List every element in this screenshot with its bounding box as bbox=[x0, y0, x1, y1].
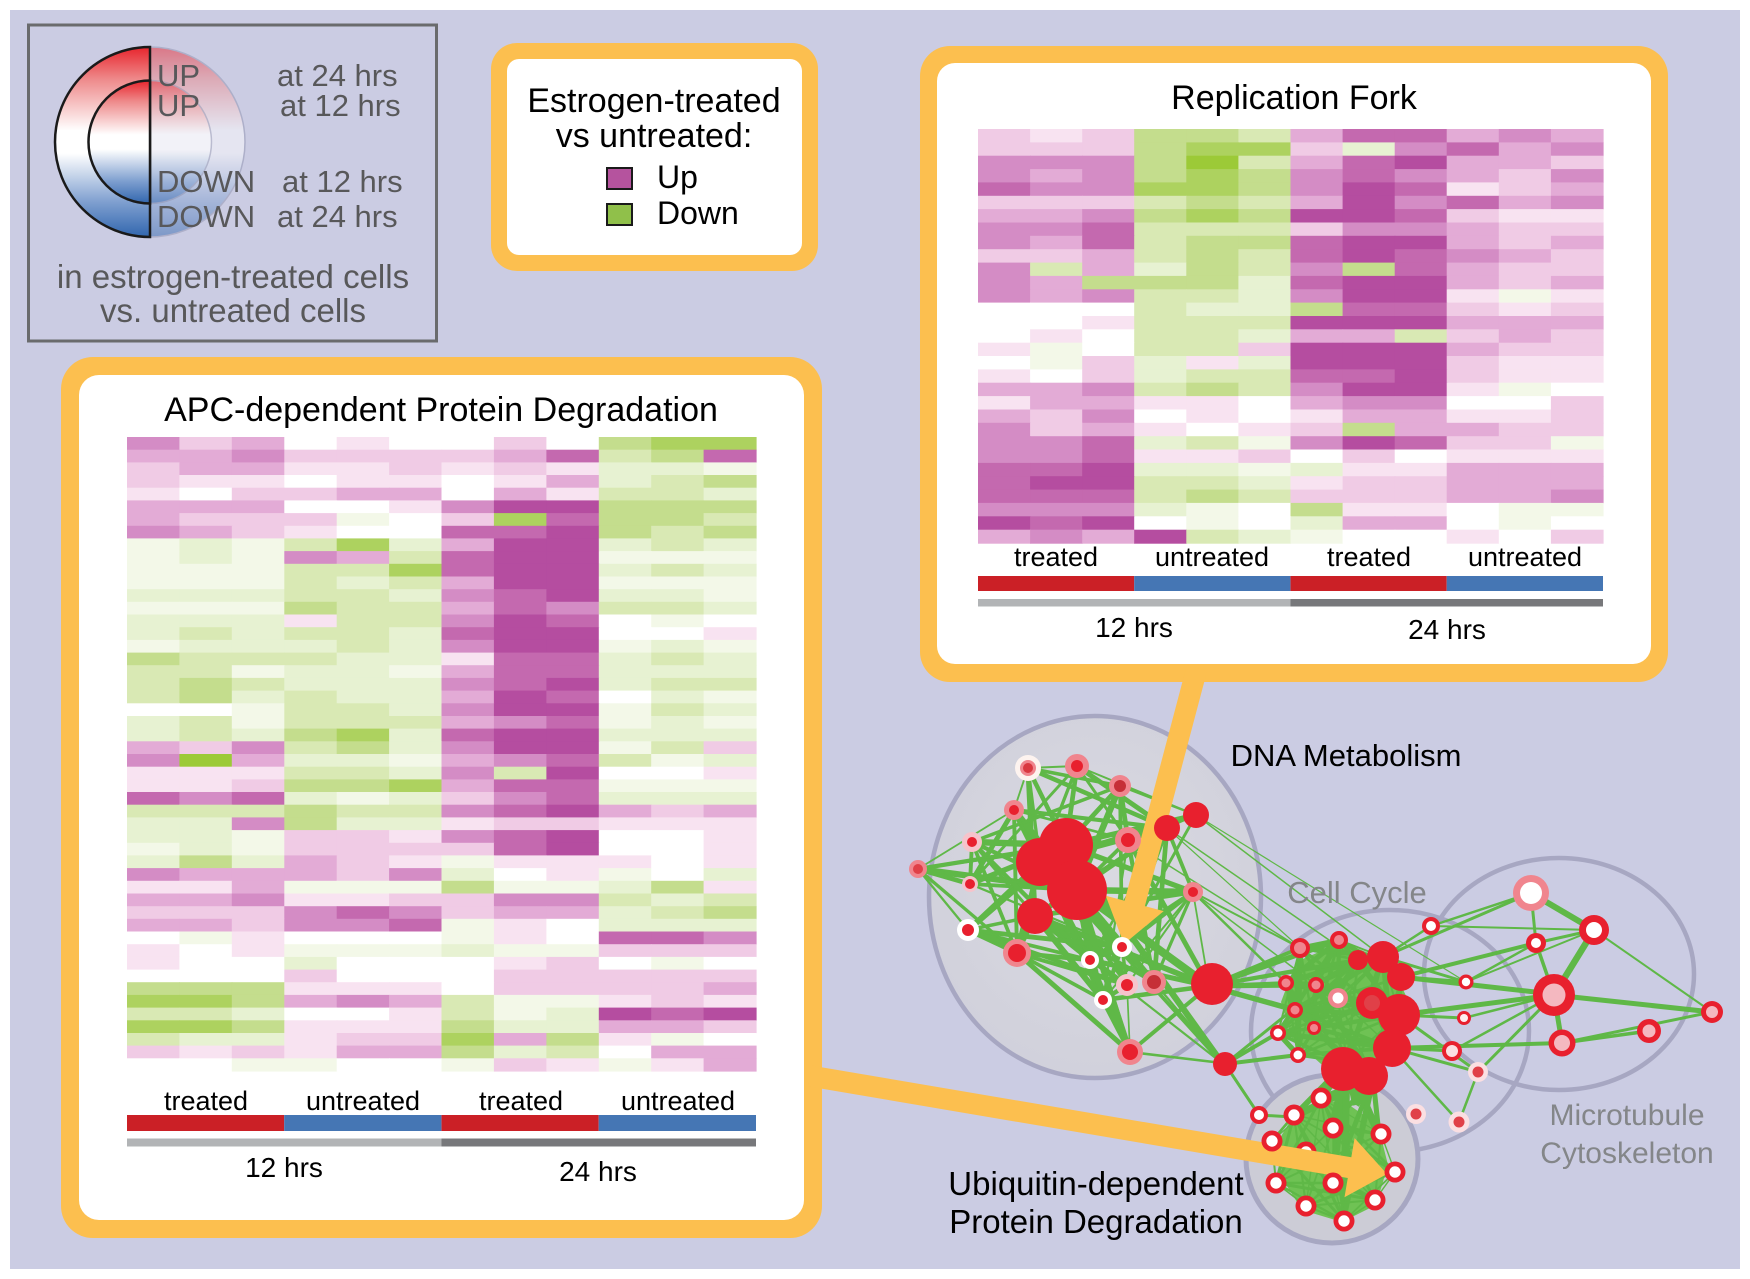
svg-text:treated: treated bbox=[1327, 542, 1411, 572]
svg-text:at 12 hrs: at 12 hrs bbox=[282, 164, 403, 199]
svg-text:Up: Up bbox=[657, 159, 698, 195]
svg-text:24 hrs: 24 hrs bbox=[559, 1156, 637, 1187]
svg-text:treated: treated bbox=[479, 1086, 563, 1116]
svg-text:treated: treated bbox=[1014, 542, 1098, 572]
svg-text:DOWN: DOWN bbox=[157, 199, 255, 234]
svg-text:Cell Cycle: Cell Cycle bbox=[1287, 875, 1427, 910]
svg-text:at 24 hrs: at 24 hrs bbox=[277, 199, 398, 234]
svg-text:untreated: untreated bbox=[306, 1086, 420, 1116]
svg-text:Microtubule: Microtubule bbox=[1549, 1099, 1704, 1132]
svg-text:12 hrs: 12 hrs bbox=[245, 1152, 323, 1183]
svg-text:UP: UP bbox=[157, 88, 200, 123]
svg-text:Down: Down bbox=[657, 195, 739, 231]
svg-text:Ubiquitin-dependent: Ubiquitin-dependent bbox=[948, 1165, 1243, 1202]
svg-text:DOWN: DOWN bbox=[157, 164, 255, 199]
svg-text:untreated: untreated bbox=[1468, 542, 1582, 572]
svg-text:Cytoskeleton: Cytoskeleton bbox=[1540, 1137, 1713, 1170]
svg-text:Estrogen-treated: Estrogen-treated bbox=[527, 82, 780, 120]
svg-text:Replication Fork: Replication Fork bbox=[1171, 79, 1418, 117]
svg-text:DNA Metabolism: DNA Metabolism bbox=[1231, 738, 1462, 773]
svg-text:treated: treated bbox=[164, 1086, 248, 1116]
svg-text:Protein Degradation: Protein Degradation bbox=[949, 1203, 1243, 1240]
svg-text:in estrogen-treated cells: in estrogen-treated cells bbox=[57, 258, 409, 295]
svg-text:at 24 hrs: at 24 hrs bbox=[277, 58, 398, 93]
svg-text:at 12 hrs: at 12 hrs bbox=[280, 88, 401, 123]
svg-text:vs untreated:: vs untreated: bbox=[556, 117, 753, 155]
svg-text:12 hrs: 12 hrs bbox=[1095, 612, 1173, 643]
svg-text:untreated: untreated bbox=[1155, 542, 1269, 572]
svg-text:UP: UP bbox=[157, 58, 200, 93]
svg-text:24 hrs: 24 hrs bbox=[1408, 614, 1486, 645]
svg-text:vs. untreated cells: vs. untreated cells bbox=[100, 292, 366, 329]
svg-text:APC-dependent Protein Degradat: APC-dependent Protein Degradation bbox=[164, 391, 718, 429]
svg-text:untreated: untreated bbox=[621, 1086, 735, 1116]
